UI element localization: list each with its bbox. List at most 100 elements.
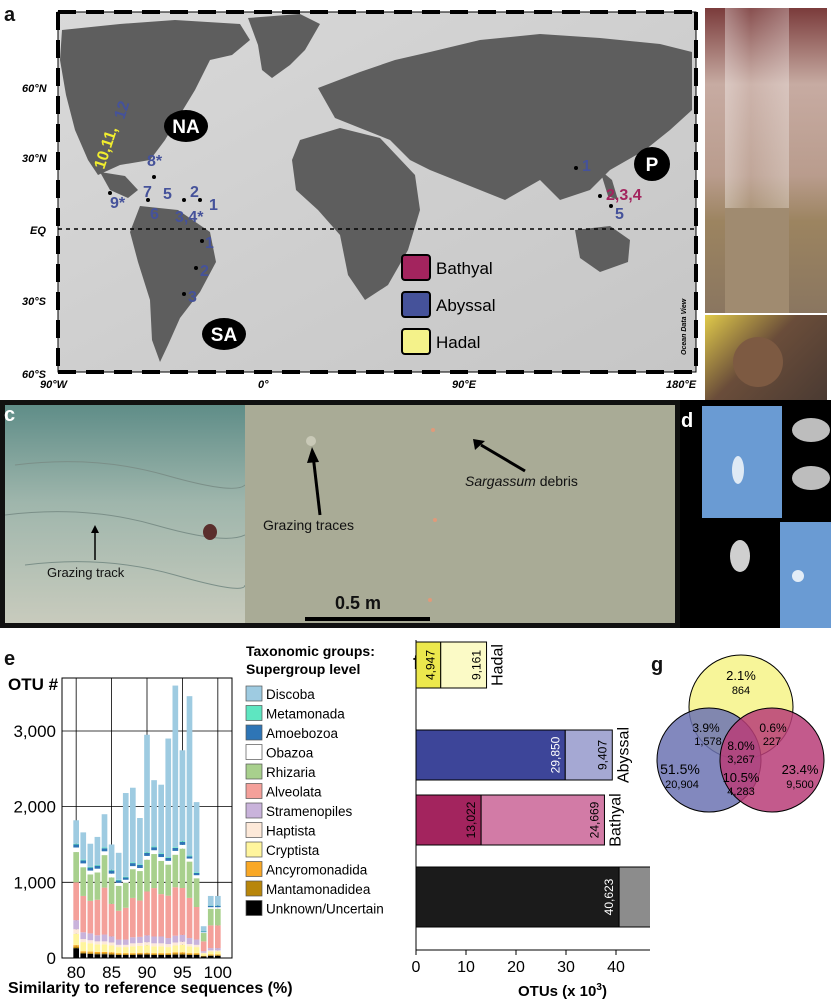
- site-label-34: 3,4*: [175, 209, 204, 226]
- chart-e-bar-segment: [73, 852, 79, 882]
- chart-e-bar-segment: [123, 955, 129, 958]
- otu-similarity-chart: OTU # Similarity to reference sequences …: [0, 640, 410, 1000]
- chart-e-bar-segment: [208, 896, 214, 905]
- chart-e-bar-segment: [187, 898, 193, 938]
- chart-e-legend-label: Alveolata: [266, 785, 322, 800]
- chart-e-bar-segment: [116, 883, 122, 886]
- chart-e-bar-segment: [215, 896, 221, 905]
- chart-e-bar-segment: [151, 850, 157, 854]
- chart-e-bar-segment: [137, 937, 143, 943]
- chart-e-bar-segment: [130, 943, 136, 946]
- ocean-data-view-watermark: Ocean Data View: [681, 298, 688, 355]
- grazing-track-photo: Grazing track: [5, 405, 245, 623]
- lat-label-30n: 30°N: [22, 153, 48, 165]
- chart-e-bar-segment: [208, 955, 214, 956]
- chart-e-bar-segment: [208, 955, 214, 956]
- panel-a-map: 60°N 30°N EQ 30°S 60°S 90°W 0° 90°E 180°…: [0, 0, 705, 400]
- chart-e-bar-segment: [144, 954, 150, 955]
- chart-e-legend-swatch: [246, 706, 262, 721]
- chart-f-first-label: 29,850: [548, 736, 562, 773]
- chart-e-bar-segment: [116, 945, 122, 947]
- chart-e-bar-segment: [109, 904, 115, 937]
- chart-e-bar-segment: [194, 953, 200, 954]
- chart-e-bar-segment: [201, 932, 207, 933]
- chart-e-bar-segment: [123, 877, 129, 879]
- chart-e-bar-segment: [151, 780, 157, 846]
- chart-e-bar-segment: [116, 954, 122, 955]
- chart-e-ytick-label: 1,000: [13, 873, 56, 892]
- chart-e-bar-segment: [73, 920, 79, 929]
- legend-label-hadal: Hadal: [436, 333, 480, 352]
- chart-e-bar-segment: [165, 861, 171, 865]
- chart-e-bar-segment: [201, 941, 207, 951]
- chart-e-bar-segment: [173, 855, 179, 888]
- chart-e-ytick-label: 2,000: [13, 798, 56, 817]
- chart-f-xtick-label: 30: [557, 959, 575, 976]
- micrograph-3: [680, 522, 776, 628]
- chart-e-bar-segment: [194, 954, 200, 955]
- legend-swatch-bathyal: [402, 255, 430, 280]
- chart-e-bar-segment: [180, 841, 186, 842]
- chart-e-bar-segment: [158, 785, 164, 854]
- panel-letter-c: c: [4, 404, 15, 427]
- chart-e-bar-segment: [102, 851, 108, 855]
- grazing-traces-photo: Grazing traces Sargassum debris 0.5 m: [245, 405, 675, 623]
- chart-e-bar-segment: [88, 901, 94, 934]
- chart-e-bar-segment: [144, 735, 150, 852]
- chart-e-bar-segment: [215, 948, 221, 950]
- chart-e-bar-segment: [130, 866, 136, 869]
- chart-e-bar-segment: [180, 955, 186, 958]
- chart-e-bar-segment: [215, 950, 221, 951]
- chart-e-bar-segment: [80, 832, 86, 859]
- chart-e-bar-segment: [88, 953, 94, 954]
- chart-e-bar-segment: [208, 907, 214, 909]
- chart-e-bar-segment: [173, 942, 179, 945]
- chart-e-bar-segment: [73, 844, 79, 845]
- chart-e-bar-segment: [123, 877, 129, 878]
- chart-f-first-label: 13,022: [464, 801, 478, 838]
- sediment-sample-photo: [705, 315, 827, 400]
- venn-ha-pct: 3.9%: [692, 721, 720, 735]
- chart-e-bar-segment: [123, 940, 129, 945]
- site-label-1-p: 1: [582, 158, 591, 175]
- chart-e-bar-segment: [137, 868, 143, 871]
- chart-e-bar-segment: [88, 874, 94, 900]
- site-label-7: 7: [143, 184, 152, 201]
- chart-e-bar-segment: [173, 955, 179, 958]
- chart-e-bar-segment: [151, 953, 157, 954]
- chart-e-bar-segment: [123, 945, 129, 947]
- chart-e-bar-segment: [215, 906, 221, 908]
- chart-e-bar-segment: [123, 908, 129, 940]
- chart-e-bar-segment: [165, 857, 171, 858]
- chart-e-legend-title-line2: Supergroup level: [246, 661, 360, 677]
- chart-e-bar-segment: [95, 869, 101, 873]
- legend-swatch-abyssal: [402, 292, 430, 317]
- chart-e-bar-segment: [137, 955, 143, 958]
- chart-e-bar-segment: [102, 952, 108, 953]
- venn-diagram: 2.1% 864 3.9% 1,578 0.6% 227 8.0% 3,267 …: [650, 652, 831, 822]
- chart-e-xtick-label: 85: [102, 963, 121, 982]
- chart-e-bar-segment: [123, 793, 129, 877]
- chart-e-bar-segment: [95, 952, 101, 953]
- chart-e-bar-segment: [151, 846, 157, 847]
- chart-e-bar-segment: [151, 854, 157, 888]
- site-label-6: 6: [150, 206, 159, 223]
- chart-e-xtick-label: 95: [173, 963, 192, 982]
- chart-e-bar-segment: [151, 847, 157, 850]
- chart-e-bar-segment: [151, 937, 157, 944]
- chart-e-bar-segment: [158, 946, 164, 953]
- chart-e-bar-segment: [187, 859, 193, 862]
- chart-e-bar-segment: [173, 946, 179, 953]
- chart-e-bar-segment: [158, 943, 164, 946]
- chart-e-bar-segment: [187, 856, 193, 858]
- chart-e-bar-segment: [151, 955, 157, 958]
- chart-e-bar-segment: [137, 946, 143, 953]
- chart-e-bar-segment: [201, 953, 207, 955]
- chart-e-bar-segment: [116, 955, 122, 958]
- chart-e-ytick-label: 0: [47, 949, 56, 968]
- chart-e-bar-segment: [180, 849, 186, 888]
- site-label-5-p: 5: [615, 206, 624, 223]
- chart-e-bar-segment: [187, 856, 193, 857]
- chart-e-bar-segment: [144, 935, 150, 942]
